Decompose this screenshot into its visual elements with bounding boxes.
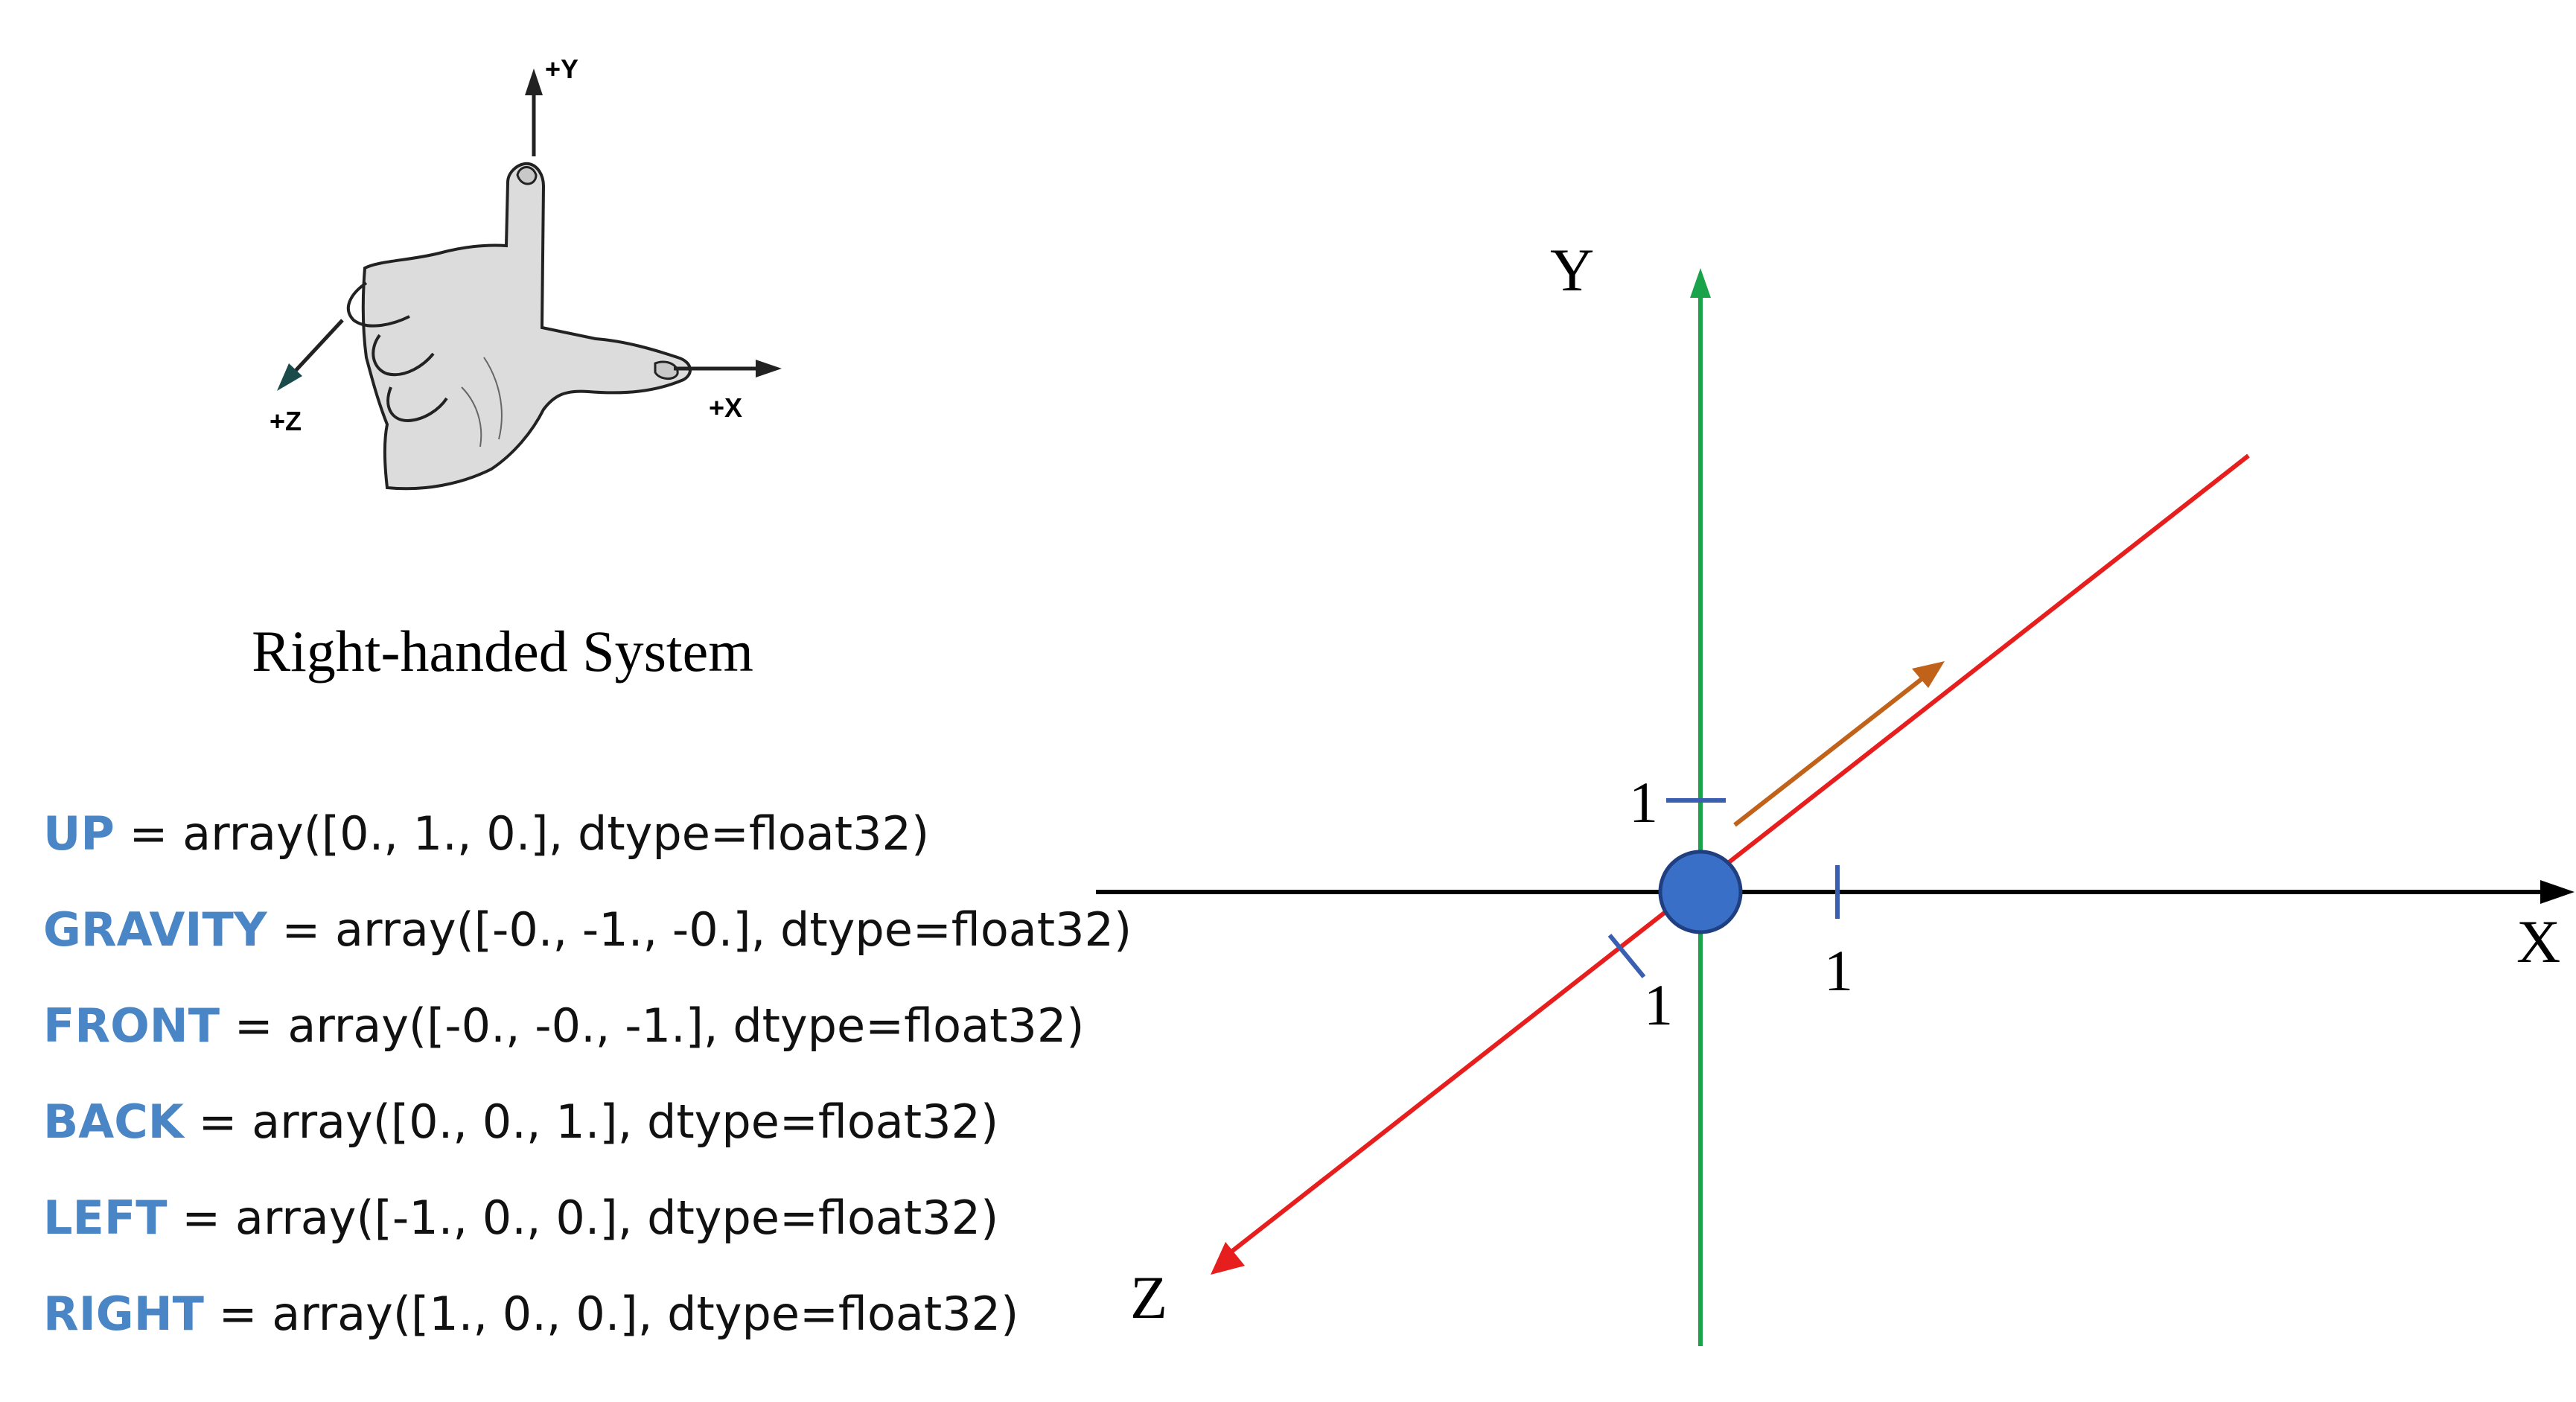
vector-row-back: BACK = array([0., 0., 1.], dtype=float32… [43, 1085, 1085, 1181]
direction-arrow-line [1733, 672, 1930, 827]
hand-thumb-nail [654, 360, 679, 380]
vector-row-front: FRONT = array([-0., -0., -1.], dtype=flo… [43, 989, 1085, 1085]
vector-definitions: UP = array([0., 1., 0.], dtype=float32) … [43, 797, 1132, 1373]
vector-expression: = array([-0., -0., -1.], dtype=float32) [234, 998, 1085, 1053]
x-axis-label: X [2516, 908, 2560, 975]
hand-z-label: +Z [270, 406, 302, 436]
z-tick-label: 1 [1644, 972, 1673, 1037]
x-axis-arrowhead [2540, 880, 2575, 904]
vector-row-left: LEFT = array([-1., 0., 0.], dtype=float3… [43, 1181, 1085, 1277]
vector-name: UP [43, 806, 115, 861]
y-tick-label: 1 [1629, 770, 1658, 835]
vector-expression: = array([1., 0., 0.], dtype=float32) [218, 1287, 1019, 1341]
vector-expression: = array([-1., 0., 0.], dtype=float32) [182, 1191, 999, 1245]
right-hand-illustration: +Y +X +Z [270, 54, 782, 491]
hand-y-arrowhead [525, 68, 543, 95]
vector-name: FRONT [43, 998, 220, 1053]
hand-y-label: +Y [545, 54, 578, 84]
vector-name: GRAVITY [43, 902, 267, 957]
hand-curled-fingers [346, 281, 448, 423]
vector-row-right: RIGHT = array([1., 0., 0.], dtype=float3… [43, 1277, 1085, 1373]
y-axis-label: Y [1550, 236, 1594, 304]
z-axis-arrowhead [1211, 1242, 1245, 1275]
direction-arrowhead [1912, 661, 1945, 688]
z-axis-label: Z [1130, 1264, 1167, 1331]
vector-name: BACK [43, 1094, 184, 1149]
hand-creases [461, 357, 503, 447]
z-axis-line [1220, 453, 2250, 1262]
vector-expression: = array([0., 1., 0.], dtype=float32) [129, 806, 930, 861]
hand-palm [361, 162, 692, 491]
vector-name: RIGHT [43, 1287, 204, 1341]
y-axis-arrowhead [1690, 268, 1711, 298]
hand-z-axis-line [293, 319, 344, 374]
vector-expression: = array([0., 0., 1.], dtype=float32) [198, 1094, 999, 1149]
hand-x-label: +X [709, 392, 742, 423]
hand-z-arrowhead [277, 363, 302, 391]
vector-expression: = array([-0., -1., -0.], dtype=float32) [281, 902, 1132, 957]
origin-point [1658, 850, 1743, 934]
hand-x-arrowhead [756, 360, 782, 377]
x-tick-label: 1 [1824, 938, 1853, 1003]
axes-diagram: X Y Z 1 1 1 [1096, 236, 2575, 1346]
figure-caption: Right-handed System [252, 619, 753, 684]
vector-row-gravity: GRAVITY = array([-0., -1., -0.], dtype=f… [43, 893, 1132, 989]
z-tick [1607, 934, 1646, 978]
hand-index-nail [516, 166, 538, 185]
vector-name: LEFT [43, 1191, 168, 1245]
vector-row-up: UP = array([0., 1., 0.], dtype=float32) [43, 797, 1085, 893]
